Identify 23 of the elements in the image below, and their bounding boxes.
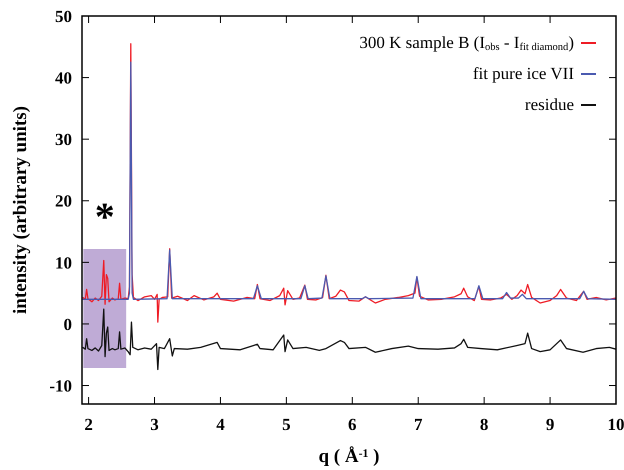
x-tick-label: 8 — [480, 415, 488, 434]
x-tick-label: 2 — [84, 415, 93, 434]
x-tick-label: 7 — [414, 415, 423, 434]
y-tick-label: 0 — [64, 314, 72, 334]
x-tick-label: 6 — [348, 415, 357, 434]
legend-label: residue — [524, 95, 574, 114]
y-tick-label: 30 — [55, 130, 72, 150]
y-tick-label: 10 — [55, 253, 72, 272]
x-tick-label: 10 — [608, 415, 624, 434]
y-tick-label: 50 — [55, 6, 72, 26]
x-tick-label: 5 — [282, 415, 291, 434]
annotation: * — [94, 194, 115, 239]
x-tick-label: 3 — [150, 415, 159, 434]
x-tick-label: 9 — [546, 415, 554, 434]
x-axis-title: q ( Å$^{-1}$ ) — [318, 446, 380, 467]
y-tick-label: 20 — [55, 192, 72, 211]
y-tick-label: -10 — [49, 376, 72, 396]
legend-label: fit pure ice VII — [472, 64, 574, 83]
y-axis-title: intensity (arbitrary units) — [10, 106, 31, 314]
x-tick-label: 4 — [216, 415, 226, 434]
legend-label: 300 K sample B (I$_{obs}$ - I$_{fit diamond}$) — [359, 33, 574, 54]
line-series — [82, 308, 617, 370]
y-tick-label: 40 — [55, 68, 72, 88]
